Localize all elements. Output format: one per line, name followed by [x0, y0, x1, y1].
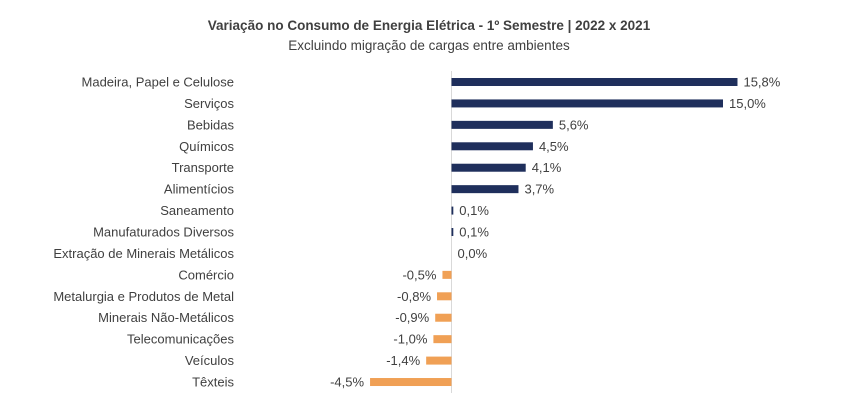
category-label: Químicos	[179, 139, 234, 154]
category-label: Transporte	[172, 160, 234, 175]
data-label: 0,1%	[459, 203, 489, 218]
data-label: 0,1%	[459, 225, 489, 240]
data-label: 0,0%	[458, 246, 488, 261]
category-label: Comércio	[178, 267, 234, 282]
bar	[451, 142, 533, 151]
category-label: Veículos	[185, 353, 235, 368]
data-label: 15,8%	[743, 75, 780, 90]
bar	[451, 120, 553, 129]
category-label: Saneamento	[160, 203, 234, 218]
bar	[451, 99, 723, 108]
bar	[451, 228, 454, 237]
category-label: Minerais Não-Metálicos	[98, 310, 234, 325]
bar	[451, 185, 519, 194]
bar	[437, 292, 452, 301]
category-label: Têxteis	[192, 375, 234, 390]
data-label: 4,5%	[539, 139, 569, 154]
bar	[442, 270, 452, 279]
category-label: Extração de Minerais Metálicos	[53, 246, 234, 261]
data-label: -0,8%	[397, 289, 431, 304]
category-label: Madeira, Papel e Celulose	[82, 75, 234, 90]
bar	[426, 356, 452, 365]
bar	[433, 335, 452, 344]
category-label: Bebidas	[187, 117, 234, 132]
category-label: Metalurgia e Produtos de Metal	[53, 289, 234, 304]
data-label: 3,7%	[524, 182, 554, 197]
bar	[451, 163, 526, 172]
data-label: -1,0%	[393, 332, 427, 347]
chart-subtitle: Excluindo migração de cargas entre ambie…	[288, 38, 570, 53]
data-label: -1,4%	[386, 353, 420, 368]
bar	[370, 378, 452, 387]
data-label: -0,5%	[402, 267, 436, 282]
bar	[451, 206, 454, 215]
data-label: 15,0%	[729, 96, 766, 111]
category-label: Serviços	[184, 96, 234, 111]
category-label: Alimentícios	[164, 182, 235, 197]
bar	[435, 313, 452, 322]
data-label: -0,9%	[395, 310, 429, 325]
data-label: -4,5%	[330, 375, 364, 390]
chart-title: Variação no Consumo de Energia Elétrica …	[207, 18, 651, 33]
category-label: Manufaturados Diversos	[93, 225, 234, 240]
data-label: 4,1%	[532, 160, 562, 175]
category-label: Telecomunicações	[127, 332, 234, 347]
data-label: 5,6%	[559, 117, 589, 132]
bar	[451, 78, 738, 86]
